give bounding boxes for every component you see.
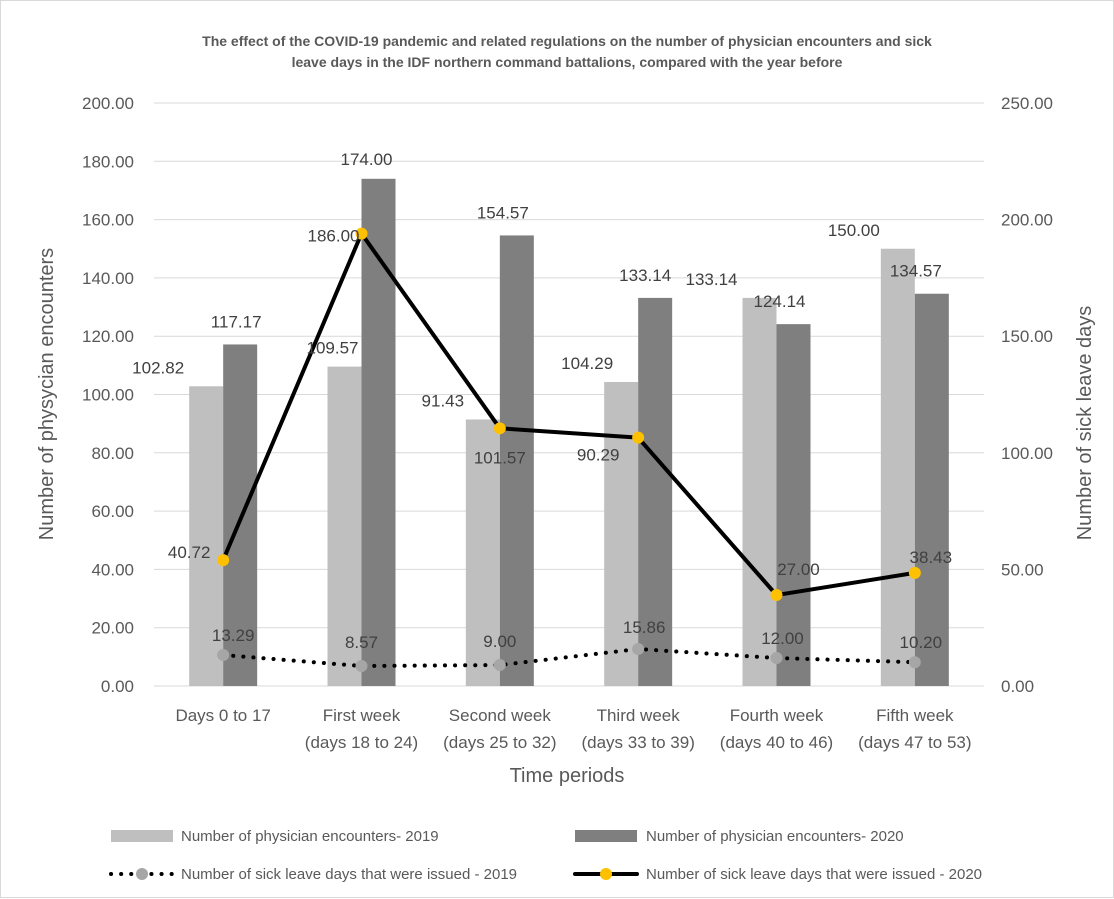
y-axis-title: Number of physycian encounters (36, 248, 58, 540)
bar-data-label: 133.14 (619, 266, 671, 285)
x-axis-title: Time periods (510, 765, 625, 787)
y-tick-label: 60.00 (91, 502, 134, 521)
data-point (770, 652, 783, 665)
x-category-label: Third week (597, 706, 681, 725)
x-category-label: (days 25 to 32) (443, 733, 556, 752)
y-tick-label: 20.00 (91, 619, 134, 638)
bar-data-label: 109.57 (307, 339, 359, 358)
y2-axis-title: Number of sick leave days (1074, 306, 1096, 541)
line-data-label: 101.57 (474, 448, 526, 467)
y2-tick-label: 0.00 (1001, 677, 1034, 696)
y-tick-label: 200.00 (82, 94, 134, 113)
x-category-label: (days 18 to 24) (305, 733, 418, 752)
data-point (355, 227, 368, 240)
bar (604, 381, 639, 686)
bar-data-label: 174.00 (341, 150, 393, 169)
line-data-label: 12.00 (761, 629, 804, 648)
data-point (632, 431, 645, 444)
y2-tick-label: 50.00 (1001, 560, 1044, 579)
y-tick-label: 40.00 (91, 560, 134, 579)
data-point (355, 660, 368, 673)
x-category-label: Fifth week (876, 706, 954, 725)
x-category-label: (days 40 to 46) (720, 733, 833, 752)
line-data-label: 38.43 (910, 548, 953, 567)
y-tick-label: 160.00 (82, 211, 134, 230)
y2-tick-label: 250.00 (1001, 94, 1053, 113)
legend-entry: Number of sick leave days that were issu… (181, 866, 517, 883)
x-category-label: Fourth week (730, 706, 824, 725)
x-category-label: (days 47 to 53) (858, 733, 971, 752)
bar (499, 235, 534, 686)
line-data-label: 8.57 (345, 633, 378, 652)
bar-data-label: 154.57 (477, 203, 529, 222)
line-data-label: 13.29 (212, 626, 255, 645)
bar-data-label: 104.29 (561, 354, 613, 373)
y-tick-label: 0.00 (101, 677, 134, 696)
y-tick-label: 180.00 (82, 152, 134, 171)
x-category-label: First week (323, 706, 401, 725)
data-point (632, 643, 645, 656)
bar (776, 324, 811, 686)
bar (327, 366, 362, 686)
bar-data-label: 124.14 (754, 292, 806, 311)
line-data-label: 90.29 (577, 446, 620, 465)
data-point (908, 656, 921, 669)
line-data-label: 15.86 (623, 618, 666, 637)
data-point (493, 659, 506, 672)
bar-data-label: 91.43 (422, 391, 465, 410)
y-tick-label: 140.00 (82, 269, 134, 288)
x-category-label: Second week (449, 706, 552, 725)
chart-title-line: leave days in the IDF northern command b… (292, 54, 843, 70)
bar-data-label: 133.14 (686, 270, 738, 289)
data-point (908, 566, 921, 579)
bar (742, 297, 777, 686)
y-tick-label: 120.00 (82, 327, 134, 346)
legend-swatch (575, 830, 637, 842)
bar-data-label: 134.57 (890, 262, 942, 281)
bar (880, 248, 915, 686)
legend-marker (600, 868, 612, 880)
bar (361, 178, 396, 687)
bar-data-label: 102.82 (132, 358, 184, 377)
y-tick-label: 80.00 (91, 444, 134, 463)
line-data-label: 9.00 (483, 632, 516, 651)
line-data-label: 10.20 (900, 633, 943, 652)
series-line (221, 231, 917, 598)
line-data-label: 186.00 (308, 227, 360, 246)
legend-entry: Number of physician encounters- 2019 (181, 828, 439, 845)
bar-data-label: 150.00 (828, 221, 880, 240)
x-category-label: (days 33 to 39) (581, 733, 694, 752)
data-point (217, 649, 230, 662)
y2-tick-label: 200.00 (1001, 211, 1053, 230)
legend-entry: Number of physician encounters- 2020 (646, 828, 904, 845)
bar (638, 297, 673, 686)
legend-marker (136, 868, 148, 880)
bar (914, 293, 949, 686)
legend-entry: Number of sick leave days that were issu… (646, 866, 982, 883)
x-category-label: Days 0 to 17 (175, 706, 270, 725)
bar (189, 386, 224, 686)
y2-tick-label: 100.00 (1001, 444, 1053, 463)
legend-swatch (111, 830, 173, 842)
bar (465, 419, 500, 686)
y2-tick-label: 150.00 (1001, 327, 1053, 346)
data-point (493, 422, 506, 435)
line-data-label: 40.72 (168, 543, 211, 562)
line-data-label: 27.00 (777, 560, 820, 579)
series-line (221, 647, 917, 669)
bar-data-label: 117.17 (211, 312, 262, 331)
chart-title-line: The effect of the COVID-19 pandemic and … (202, 33, 932, 49)
data-point (217, 554, 230, 567)
data-point (770, 589, 783, 602)
y-tick-label: 100.00 (82, 386, 134, 405)
